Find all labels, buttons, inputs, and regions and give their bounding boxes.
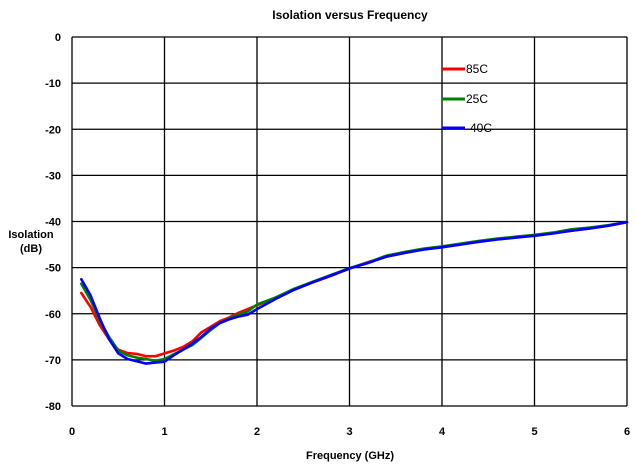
legend-label: -40C [466, 121, 492, 135]
y-tick-label: -60 [45, 309, 61, 321]
x-axis-label: Frequency (GHz) [306, 450, 394, 462]
legend-label: 85C [466, 62, 488, 76]
x-tick-label: 5 [531, 426, 537, 438]
y-tick-label: -20 [45, 124, 61, 136]
grid [71, 36, 628, 407]
series-layer [80, 220, 629, 365]
x-tick-label: 6 [624, 426, 630, 438]
y-axis-label: Isolation (dB) [8, 229, 54, 255]
y-tick-label: -80 [45, 401, 61, 413]
series-line-85c [80, 221, 629, 358]
y-tick-label: 0 [55, 32, 61, 44]
legend: 85C 25C -40C [442, 62, 492, 135]
x-tick-labels: 0 1 2 3 4 5 6 [69, 426, 630, 438]
x-tick-label: 0 [69, 426, 75, 438]
y-tick-label: -30 [45, 170, 61, 182]
y-tick-label: -10 [45, 78, 61, 90]
x-tick-label: 4 [439, 426, 446, 438]
x-tick-label: 3 [346, 426, 352, 438]
y-tick-label: -70 [45, 355, 61, 367]
chart-title: Isolation versus Frequency [272, 8, 428, 22]
y-tick-label: -50 [45, 263, 61, 275]
series-line-40c [80, 220, 629, 365]
series-line-25c [80, 220, 629, 363]
x-tick-label: 1 [161, 426, 167, 438]
legend-label: 25C [466, 92, 488, 106]
y-tick-label: -40 [45, 217, 61, 229]
x-tick-label: 2 [254, 426, 260, 438]
y-tick-labels: 0 -10 -20 -30 -40 -50 -60 -70 -80 [45, 32, 61, 413]
